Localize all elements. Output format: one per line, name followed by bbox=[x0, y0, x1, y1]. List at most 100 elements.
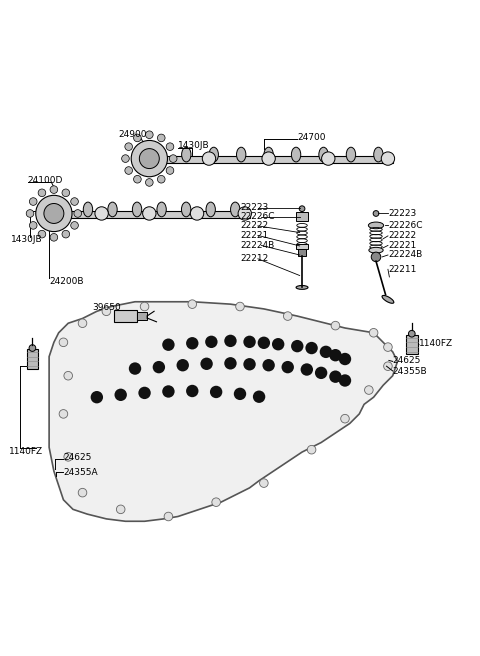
Circle shape bbox=[78, 488, 87, 497]
Circle shape bbox=[74, 210, 82, 217]
Circle shape bbox=[164, 512, 173, 521]
Circle shape bbox=[210, 386, 222, 398]
Bar bbox=[296, 243, 308, 249]
Circle shape bbox=[369, 329, 378, 337]
Ellipse shape bbox=[181, 202, 191, 216]
Circle shape bbox=[408, 331, 415, 337]
Text: 22221: 22221 bbox=[388, 241, 416, 250]
Circle shape bbox=[64, 453, 72, 461]
Circle shape bbox=[91, 391, 103, 403]
Circle shape bbox=[329, 349, 342, 361]
Text: 22212: 22212 bbox=[240, 255, 268, 263]
Circle shape bbox=[38, 189, 46, 197]
Text: 24625: 24625 bbox=[393, 356, 421, 365]
Circle shape bbox=[205, 336, 217, 348]
Circle shape bbox=[262, 152, 276, 165]
Circle shape bbox=[384, 362, 392, 371]
Text: 22223: 22223 bbox=[388, 209, 416, 218]
Bar bbox=[39, 211, 250, 218]
Circle shape bbox=[329, 371, 342, 383]
Text: 22224B: 22224B bbox=[388, 251, 422, 260]
Text: 24355B: 24355B bbox=[393, 367, 427, 377]
Circle shape bbox=[71, 222, 78, 229]
Circle shape bbox=[307, 445, 316, 454]
Circle shape bbox=[145, 131, 153, 138]
Circle shape bbox=[186, 337, 199, 350]
Circle shape bbox=[44, 203, 64, 224]
Circle shape bbox=[315, 367, 327, 379]
Circle shape bbox=[238, 207, 252, 220]
Circle shape bbox=[162, 338, 175, 351]
Circle shape bbox=[125, 167, 132, 174]
Ellipse shape bbox=[157, 202, 166, 216]
Circle shape bbox=[166, 143, 174, 150]
Circle shape bbox=[243, 358, 256, 371]
Ellipse shape bbox=[230, 202, 240, 216]
Circle shape bbox=[143, 207, 156, 220]
Circle shape bbox=[50, 234, 58, 241]
Circle shape bbox=[71, 197, 78, 205]
Circle shape bbox=[29, 222, 37, 229]
Text: 24200B: 24200B bbox=[49, 277, 84, 286]
Circle shape bbox=[102, 307, 111, 316]
Polygon shape bbox=[49, 302, 397, 522]
Ellipse shape bbox=[296, 285, 308, 289]
Circle shape bbox=[339, 375, 351, 386]
Bar bbox=[406, 335, 418, 354]
Ellipse shape bbox=[154, 147, 164, 162]
Circle shape bbox=[125, 143, 132, 150]
Circle shape bbox=[47, 207, 60, 220]
Circle shape bbox=[236, 302, 244, 311]
Circle shape bbox=[121, 155, 129, 163]
Circle shape bbox=[133, 175, 141, 183]
Bar bbox=[296, 212, 308, 220]
Circle shape bbox=[300, 363, 313, 376]
Circle shape bbox=[291, 340, 303, 352]
Ellipse shape bbox=[206, 202, 216, 216]
Ellipse shape bbox=[108, 202, 117, 216]
Circle shape bbox=[115, 388, 127, 401]
Circle shape bbox=[381, 152, 395, 165]
Text: 22222: 22222 bbox=[388, 232, 416, 240]
Circle shape bbox=[62, 189, 70, 197]
Circle shape bbox=[253, 390, 265, 403]
Circle shape bbox=[320, 346, 332, 358]
Circle shape bbox=[224, 335, 237, 347]
Circle shape bbox=[331, 321, 340, 330]
Bar bbox=[114, 310, 137, 322]
Circle shape bbox=[212, 498, 220, 506]
Circle shape bbox=[95, 207, 108, 220]
Circle shape bbox=[138, 386, 151, 399]
Ellipse shape bbox=[291, 147, 301, 162]
Text: 22226C: 22226C bbox=[240, 213, 275, 221]
Bar bbox=[298, 249, 306, 256]
Circle shape bbox=[384, 343, 392, 352]
Text: 24100D: 24100D bbox=[28, 176, 63, 184]
Ellipse shape bbox=[346, 147, 356, 162]
Text: 1140FZ: 1140FZ bbox=[9, 447, 43, 456]
Circle shape bbox=[133, 134, 141, 142]
Circle shape bbox=[200, 358, 213, 370]
Ellipse shape bbox=[369, 247, 383, 253]
Circle shape bbox=[29, 197, 37, 205]
Text: 1140FZ: 1140FZ bbox=[419, 338, 453, 348]
Text: 22222: 22222 bbox=[240, 221, 268, 230]
Circle shape bbox=[281, 361, 294, 373]
Circle shape bbox=[78, 319, 87, 327]
Circle shape bbox=[64, 371, 72, 380]
Circle shape bbox=[166, 167, 174, 174]
Circle shape bbox=[116, 505, 125, 514]
Circle shape bbox=[129, 362, 141, 375]
Circle shape bbox=[234, 388, 246, 400]
Circle shape bbox=[283, 312, 292, 320]
Circle shape bbox=[202, 152, 216, 165]
Circle shape bbox=[186, 385, 199, 397]
Circle shape bbox=[177, 359, 189, 371]
Circle shape bbox=[243, 336, 256, 348]
Circle shape bbox=[143, 152, 156, 165]
Circle shape bbox=[38, 230, 46, 238]
Circle shape bbox=[59, 409, 68, 418]
Text: 22224B: 22224B bbox=[240, 241, 274, 250]
Circle shape bbox=[188, 300, 197, 308]
Circle shape bbox=[371, 252, 381, 262]
